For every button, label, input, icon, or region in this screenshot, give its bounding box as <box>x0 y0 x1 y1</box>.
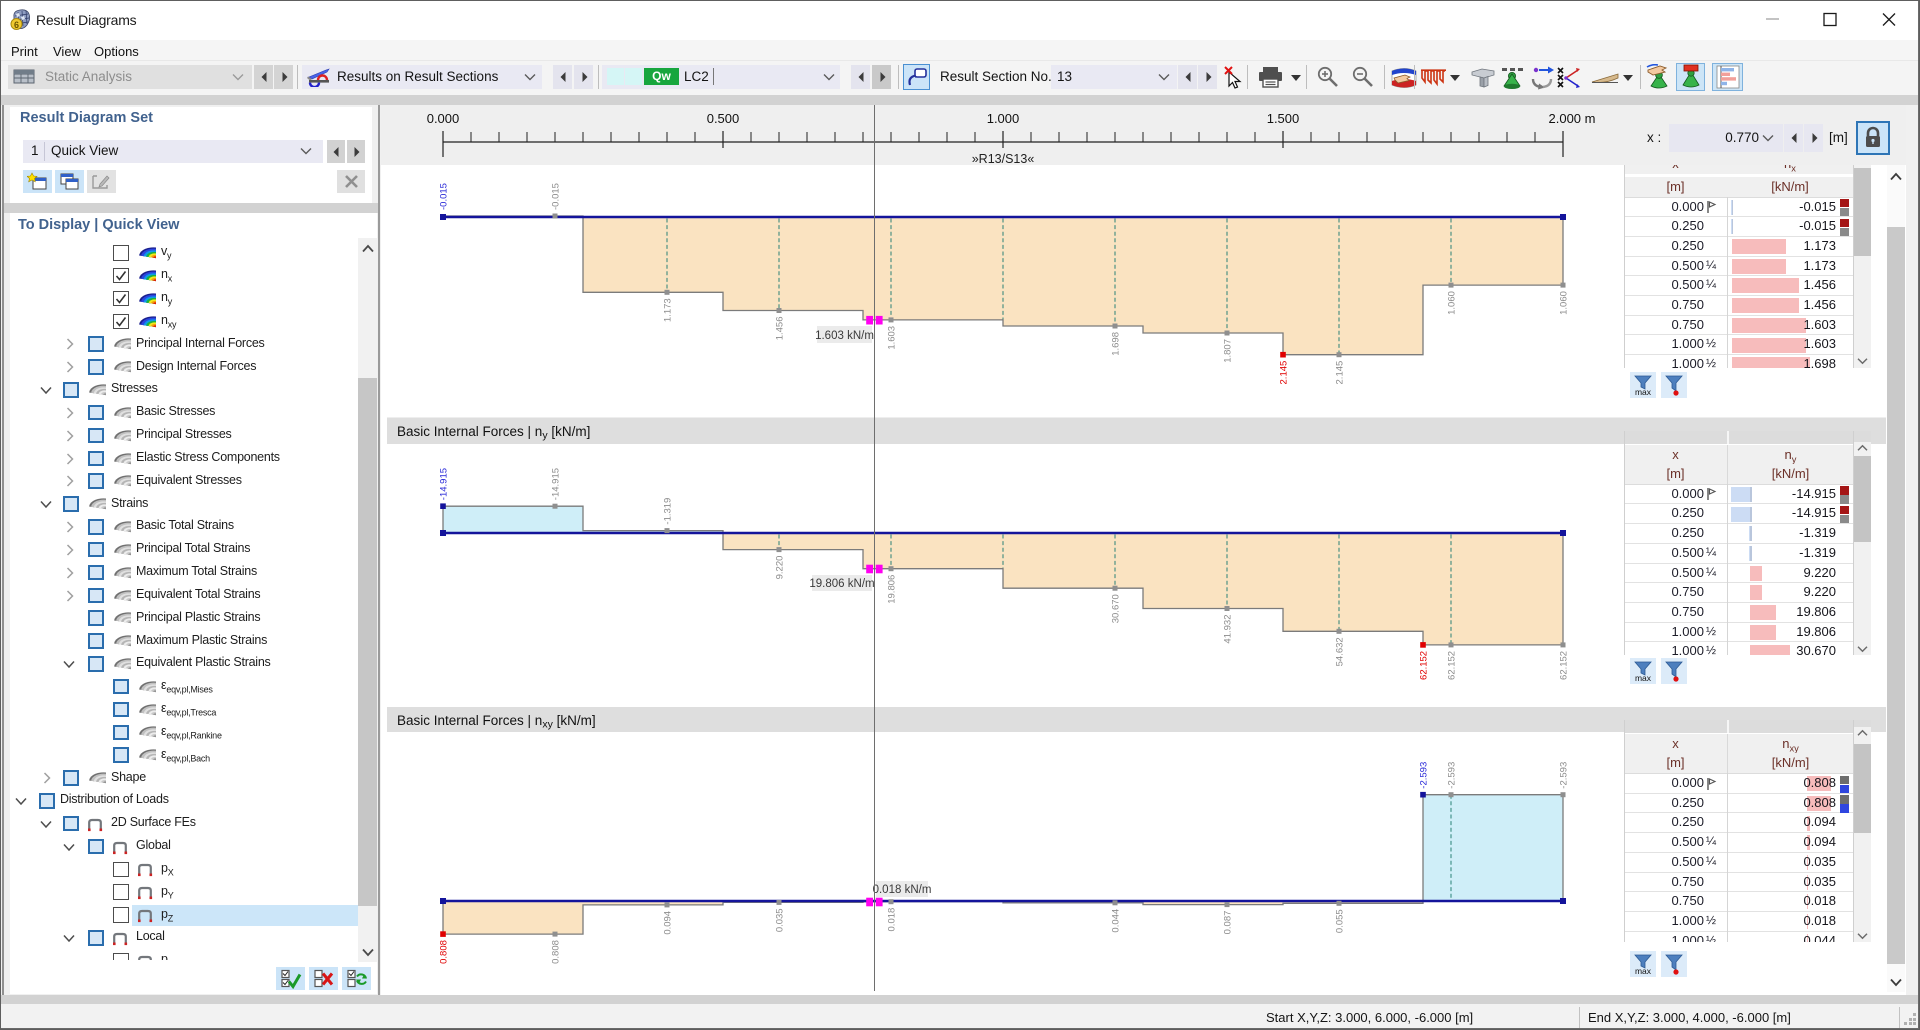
svg-text:max: max <box>1635 673 1652 682</box>
svg-text:2.145: 2.145 <box>1335 361 1346 385</box>
svg-text:1.000: 1.000 <box>987 111 1020 126</box>
svg-text:-0.015: -0.015 <box>551 183 562 210</box>
svg-text:19.806: 19.806 <box>887 575 898 604</box>
svg-text:19.806 kN/m: 19.806 kN/m <box>809 578 874 590</box>
svg-text:0.055: 0.055 <box>1335 909 1346 933</box>
svg-text:62.152: 62.152 <box>1419 651 1430 680</box>
svg-text:62.152: 62.152 <box>1447 651 1458 680</box>
svg-text:1.060: 1.060 <box>1559 291 1570 315</box>
svg-text:1.060: 1.060 <box>1447 291 1458 315</box>
svg-text:1.173: 1.173 <box>663 298 674 322</box>
svg-text:Basic Internal Forces | nxy [k: Basic Internal Forces | nxy [kN/m] <box>397 713 596 731</box>
svg-text:»R13/S13«: »R13/S13« <box>972 152 1035 166</box>
svg-text:-0.015: -0.015 <box>439 183 450 210</box>
svg-text:0.808: 0.808 <box>439 940 450 964</box>
svg-text:1.500: 1.500 <box>1267 111 1300 126</box>
svg-text:0.000: 0.000 <box>427 111 460 126</box>
svg-text:41.932: 41.932 <box>1223 615 1234 644</box>
svg-text:0.044: 0.044 <box>1111 909 1122 933</box>
svg-text:0.018 kN/m: 0.018 kN/m <box>873 884 932 896</box>
svg-text:30.670: 30.670 <box>1111 594 1122 623</box>
svg-text:-2.593: -2.593 <box>1447 762 1458 789</box>
svg-text:-2.593: -2.593 <box>1419 762 1430 789</box>
svg-text:62.152: 62.152 <box>1559 651 1570 680</box>
svg-text:54.632: 54.632 <box>1335 637 1346 666</box>
svg-text:-14.915: -14.915 <box>551 468 562 500</box>
svg-text:2.000 m: 2.000 m <box>1549 111 1596 126</box>
svg-text:1.698: 1.698 <box>1111 332 1122 356</box>
svg-text:1.807: 1.807 <box>1223 339 1234 363</box>
svg-text:6: 6 <box>14 20 19 30</box>
svg-text:1.456: 1.456 <box>775 317 786 341</box>
svg-text:0.087: 0.087 <box>1223 911 1234 935</box>
svg-text:0.500: 0.500 <box>707 111 740 126</box>
svg-text:1.603: 1.603 <box>887 326 898 350</box>
svg-text:max: max <box>1635 966 1652 975</box>
svg-text:Basic Internal Forces | ny [kN: Basic Internal Forces | ny [kN/m] <box>397 424 590 442</box>
svg-text:2.145: 2.145 <box>1279 361 1290 385</box>
svg-text:0.094: 0.094 <box>663 911 674 935</box>
svg-text:-14.915: -14.915 <box>439 468 450 500</box>
svg-text:1.603 kN/m: 1.603 kN/m <box>815 330 874 342</box>
svg-text:0.035: 0.035 <box>775 908 786 932</box>
svg-text:0.018: 0.018 <box>887 908 898 932</box>
svg-text:max: max <box>1635 387 1652 396</box>
svg-text:-1.319: -1.319 <box>663 498 674 525</box>
svg-text:9.220: 9.220 <box>775 556 786 580</box>
svg-text:-2.593: -2.593 <box>1559 762 1570 789</box>
svg-text:0.808: 0.808 <box>551 940 562 964</box>
